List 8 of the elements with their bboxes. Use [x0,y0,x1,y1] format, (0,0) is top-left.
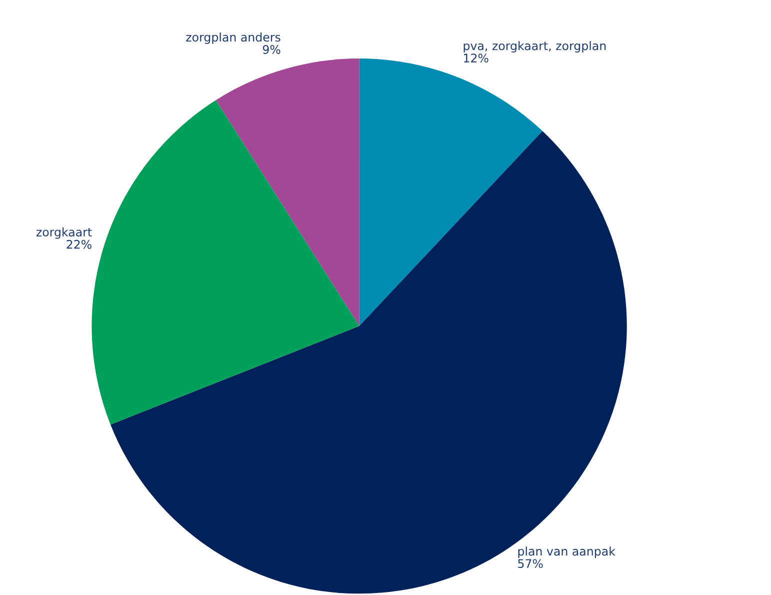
data-label: 9% [262,45,280,54]
slice-label: pva, zorgkaart, zorgplan [464,41,606,53]
data-label: 22% [66,240,92,249]
data-label: 12% [464,54,488,63]
data-label: 57% [518,559,543,568]
slice-label: zorgplan anders [186,32,280,44]
slice-label: plan van aanpak [518,546,616,558]
slice-label: zorgkaart [36,227,92,239]
